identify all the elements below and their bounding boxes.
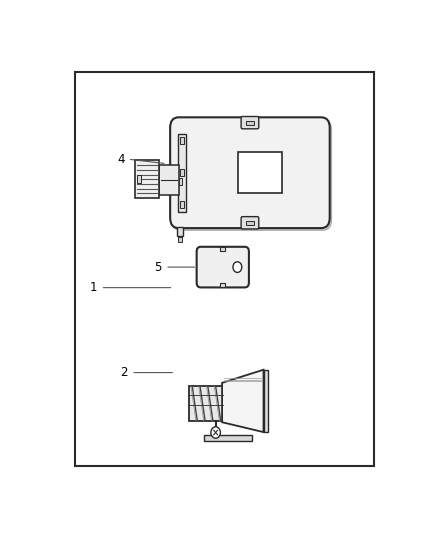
- FancyBboxPatch shape: [241, 216, 259, 229]
- Bar: [204, 435, 251, 441]
- Bar: [177, 227, 184, 236]
- Bar: [179, 179, 182, 184]
- FancyBboxPatch shape: [170, 117, 330, 228]
- Bar: [137, 175, 141, 183]
- FancyBboxPatch shape: [241, 117, 259, 129]
- FancyBboxPatch shape: [197, 247, 249, 287]
- Text: 5: 5: [155, 261, 162, 273]
- Circle shape: [211, 427, 220, 438]
- Text: 2: 2: [120, 366, 128, 379]
- Circle shape: [233, 262, 242, 272]
- Text: 4: 4: [117, 152, 125, 166]
- Bar: [75, 72, 374, 466]
- Bar: [220, 283, 226, 287]
- Bar: [238, 152, 282, 193]
- Bar: [159, 165, 179, 195]
- Text: 1: 1: [90, 281, 98, 294]
- Bar: [180, 169, 184, 176]
- Bar: [135, 160, 159, 198]
- Bar: [246, 122, 254, 125]
- Bar: [220, 247, 226, 252]
- FancyBboxPatch shape: [172, 119, 332, 230]
- Bar: [180, 201, 184, 207]
- Bar: [180, 138, 184, 144]
- Bar: [246, 221, 254, 225]
- Bar: [264, 370, 268, 432]
- Polygon shape: [222, 370, 264, 432]
- Bar: [178, 134, 187, 212]
- Bar: [189, 386, 223, 421]
- Bar: [178, 237, 182, 241]
